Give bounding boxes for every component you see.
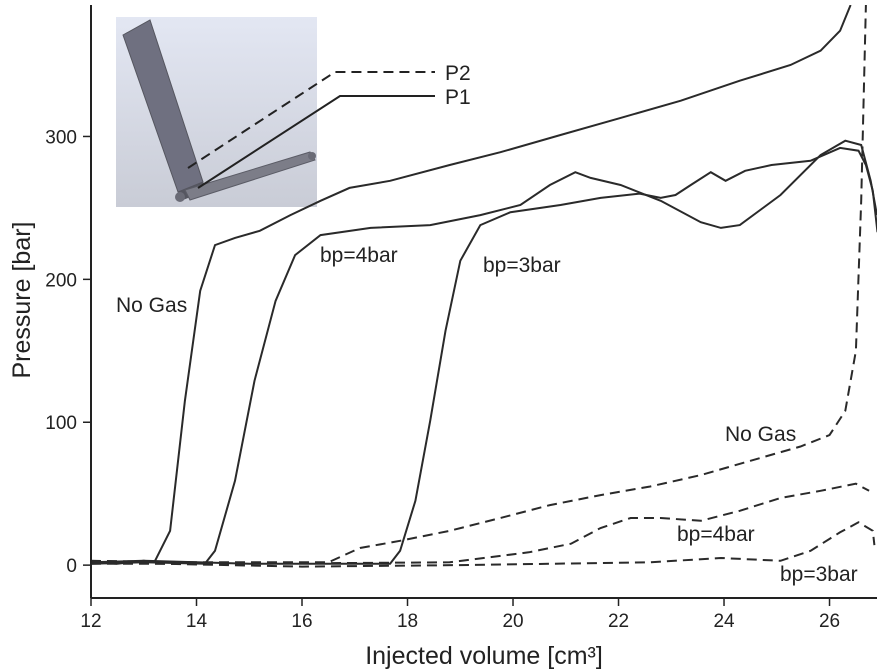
x-tick-label: 22 <box>608 611 629 632</box>
y-tick-label: 300 <box>45 127 77 148</box>
x-tick-label: 24 <box>713 611 735 632</box>
y-tick-label: 200 <box>45 270 77 291</box>
series-label: bp=3bar <box>483 254 561 277</box>
x-tick-label: 16 <box>291 611 312 632</box>
x-tick-label: 18 <box>397 611 418 632</box>
series-line <box>91 482 870 565</box>
series-line <box>91 5 852 565</box>
x-tick-label: 20 <box>502 611 523 632</box>
x-tick-label: 26 <box>819 611 840 632</box>
y-tick-label: 100 <box>45 413 77 434</box>
inset-label: P1 <box>445 86 471 109</box>
plot-area <box>91 5 877 568</box>
series-line <box>91 521 876 568</box>
inset-image <box>116 17 317 207</box>
y-tick-label: 0 <box>66 556 77 577</box>
series-label: No Gas <box>116 294 187 317</box>
inset-label: P2 <box>445 62 471 85</box>
series-label: bp=4bar <box>320 244 398 267</box>
x-axis-title: Injected volume [cm³] <box>365 642 603 670</box>
series-line <box>91 139 877 565</box>
series-label: bp=4bar <box>677 523 755 546</box>
x-tick-label: 14 <box>186 611 208 632</box>
series-label: bp=3bar <box>780 563 858 586</box>
series-label: No Gas <box>725 423 796 446</box>
inset-leader <box>187 71 435 169</box>
x-tick-label: 12 <box>80 611 101 632</box>
series-line <box>91 146 877 565</box>
y-axis-title: Pressure [bar] <box>8 221 36 378</box>
inset-leader <box>197 95 435 189</box>
